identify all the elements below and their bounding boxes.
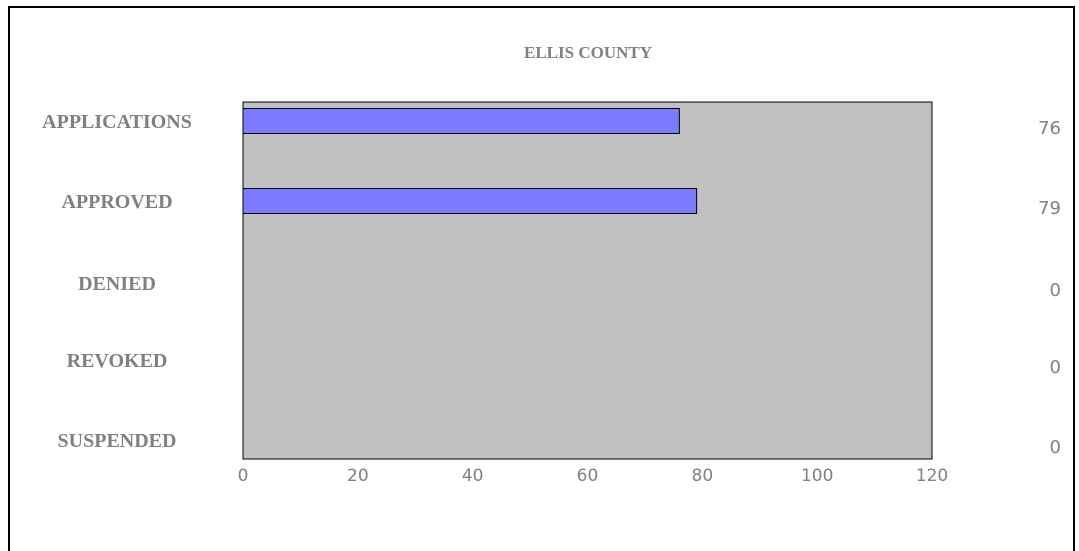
category-label: SUSPENDED xyxy=(58,430,177,452)
x-tick-label: 120 xyxy=(916,466,948,486)
value-label: 0 xyxy=(1050,357,1061,378)
x-tick-label: 80 xyxy=(692,466,714,486)
category-label: DENIED xyxy=(78,273,156,295)
bar xyxy=(242,188,698,214)
category-label: REVOKED xyxy=(67,350,168,372)
value-label: 0 xyxy=(1050,437,1061,458)
x-tick-label: 40 xyxy=(462,466,484,486)
category-label: APPLICATIONS xyxy=(42,111,192,133)
x-tick-label: 0 xyxy=(238,466,249,486)
plot-area xyxy=(242,101,933,460)
value-labels: 76 79 0 0 0 xyxy=(1038,118,1061,458)
chart-frame xyxy=(8,6,1075,551)
x-tick-label: 20 xyxy=(347,466,369,486)
x-tick-label: 60 xyxy=(577,466,599,486)
chart-title: ELLIS COUNTY xyxy=(524,43,652,62)
category-label: APPROVED xyxy=(61,191,172,213)
x-axis-ticks: 0 20 40 60 80 100 120 xyxy=(238,466,949,486)
bars-layer xyxy=(242,108,698,214)
value-label: 0 xyxy=(1050,280,1061,301)
bar xyxy=(242,108,680,134)
category-labels: APPLICATIONS APPROVED DENIED REVOKED SUSPEND… xyxy=(42,111,192,452)
value-label: 79 xyxy=(1038,198,1061,219)
x-tick-label: 100 xyxy=(801,466,833,486)
value-label: 76 xyxy=(1038,118,1061,139)
